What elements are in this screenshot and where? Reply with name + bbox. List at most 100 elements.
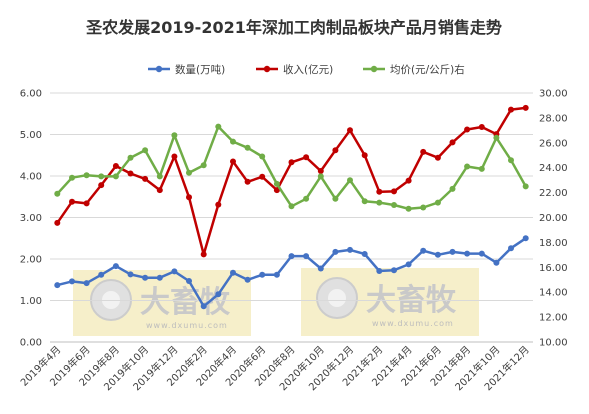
watermark-right: 大畜牧 www.dxumu.com bbox=[301, 268, 479, 336]
data-point bbox=[230, 158, 236, 165]
data-point bbox=[522, 183, 529, 190]
data-point bbox=[127, 154, 134, 161]
right-axis-tick-label: 14.00 bbox=[539, 288, 568, 299]
data-point bbox=[83, 172, 90, 179]
data-point bbox=[127, 271, 134, 278]
right-axis-tick-label: 16.00 bbox=[539, 263, 568, 274]
data-point bbox=[230, 269, 236, 276]
left-axis-tick-label: 3.00 bbox=[20, 213, 42, 224]
right-axis-tick-label: 18.00 bbox=[539, 238, 568, 249]
data-point bbox=[244, 144, 251, 151]
data-point bbox=[171, 268, 178, 275]
data-point bbox=[508, 157, 514, 164]
data-point bbox=[54, 282, 61, 289]
data-point bbox=[83, 200, 90, 207]
left-axis-tick-label: 5.00 bbox=[20, 130, 42, 141]
data-point bbox=[215, 291, 222, 298]
data-point bbox=[332, 147, 339, 154]
legend-marker bbox=[155, 65, 163, 73]
data-point bbox=[273, 180, 280, 187]
right-axis-tick-label: 10.00 bbox=[539, 338, 568, 349]
data-point bbox=[186, 278, 192, 284]
data-point bbox=[391, 202, 397, 208]
data-point bbox=[303, 253, 310, 260]
data-point bbox=[317, 173, 324, 180]
watermark-left-url: www.dxumu.com bbox=[146, 321, 228, 330]
data-point bbox=[69, 198, 75, 205]
data-point bbox=[288, 203, 295, 210]
data-point bbox=[317, 168, 324, 174]
data-point bbox=[156, 274, 163, 281]
data-point bbox=[522, 104, 529, 111]
data-point bbox=[171, 153, 178, 160]
right-axis-tick-label: 24.00 bbox=[539, 163, 568, 174]
legend-label: 数量(万吨) bbox=[175, 63, 225, 76]
data-point bbox=[420, 148, 427, 155]
data-point bbox=[303, 154, 310, 161]
data-point bbox=[244, 276, 251, 283]
data-point bbox=[200, 251, 207, 258]
data-point bbox=[98, 271, 105, 278]
data-point bbox=[54, 219, 61, 226]
data-point bbox=[215, 201, 222, 208]
data-point bbox=[361, 152, 368, 159]
data-point bbox=[464, 163, 471, 170]
data-point bbox=[376, 268, 383, 274]
left-axis-tick-label: 0.00 bbox=[20, 338, 42, 349]
data-point bbox=[259, 173, 266, 180]
right-axis-tick-label: 12.00 bbox=[539, 313, 568, 324]
data-point bbox=[142, 175, 149, 182]
data-point bbox=[303, 195, 310, 202]
data-point bbox=[127, 170, 134, 177]
data-point bbox=[142, 274, 149, 281]
data-point bbox=[244, 178, 251, 185]
right-axis-tick-label: 26.00 bbox=[539, 138, 568, 149]
data-point bbox=[493, 259, 500, 266]
data-point bbox=[112, 163, 119, 169]
data-point bbox=[478, 250, 485, 257]
data-point bbox=[112, 263, 119, 270]
data-point bbox=[347, 127, 353, 134]
data-point bbox=[464, 126, 471, 133]
data-point bbox=[449, 248, 456, 255]
right-axis-tick-label: 22.00 bbox=[539, 188, 568, 199]
data-point bbox=[54, 190, 61, 197]
right-axis-tick-label: 28.00 bbox=[539, 113, 568, 124]
data-point bbox=[361, 251, 368, 257]
legend-label: 收入(亿元) bbox=[283, 63, 333, 76]
right-axis-tick-label: 30.00 bbox=[539, 89, 568, 100]
data-point bbox=[391, 188, 397, 195]
data-point bbox=[332, 248, 339, 255]
data-point bbox=[142, 147, 149, 154]
data-point bbox=[449, 139, 456, 146]
legend-marker bbox=[263, 65, 271, 73]
data-point bbox=[405, 205, 412, 212]
data-point bbox=[288, 159, 295, 166]
data-point bbox=[508, 245, 514, 252]
legend: 数量(万吨) 收入(亿元) 均价(元/公斤)右 bbox=[148, 63, 465, 76]
data-point bbox=[273, 187, 280, 194]
data-point bbox=[478, 124, 485, 130]
left-axis-tick-label: 4.00 bbox=[20, 172, 42, 183]
data-point bbox=[98, 173, 105, 180]
data-point bbox=[230, 138, 236, 145]
data-point bbox=[478, 165, 485, 172]
right-axis-tick-label: 20.00 bbox=[539, 213, 568, 224]
data-point bbox=[332, 195, 339, 202]
data-point bbox=[434, 154, 441, 161]
data-point bbox=[186, 169, 192, 176]
data-point bbox=[259, 271, 266, 278]
data-point bbox=[405, 261, 412, 268]
data-point bbox=[83, 280, 90, 287]
data-point bbox=[464, 250, 471, 257]
watermark-left: 大畜牧 www.dxumu.com bbox=[73, 270, 251, 336]
data-point bbox=[273, 271, 280, 278]
data-point bbox=[98, 182, 105, 189]
data-point bbox=[156, 173, 163, 180]
data-point bbox=[347, 177, 353, 184]
data-point bbox=[186, 194, 192, 201]
data-point bbox=[156, 187, 163, 194]
series-layer bbox=[54, 104, 529, 310]
